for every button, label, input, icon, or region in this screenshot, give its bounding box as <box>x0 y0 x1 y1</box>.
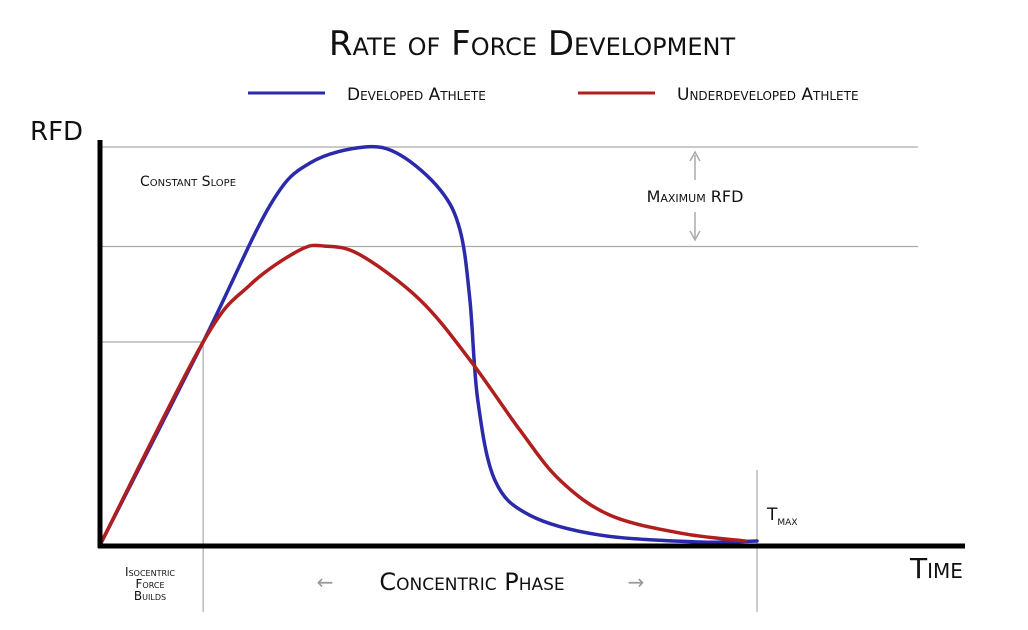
y-axis-label: RFD <box>30 117 83 147</box>
concentric-arrow-right: → <box>628 570 645 594</box>
maximum-rfd-annotation: Maximum RFD <box>647 150 744 242</box>
svg-text:Isocentric: Isocentric <box>125 565 175 579</box>
reference-lines <box>100 146 918 612</box>
svg-text:Force: Force <box>136 577 165 591</box>
curves <box>98 144 759 547</box>
underdeveloped-athlete-line <box>98 243 747 547</box>
constant-slope-label: Constant Slope <box>140 174 236 190</box>
legend-label-developed: Developed Athlete <box>347 85 486 105</box>
legend-label-underdeveloped: Underdeveloped Athlete <box>677 85 859 105</box>
svg-text:Builds: Builds <box>134 589 166 603</box>
maximum-rfd-label: Maximum RFD <box>647 187 744 206</box>
chart-title: Rate of Force Development <box>329 24 736 64</box>
concentric-arrow-left: ← <box>317 570 334 594</box>
legend: Developed Athlete Underdeveloped Athlete <box>248 85 859 105</box>
x-axis-label: Time <box>909 552 963 585</box>
t-max-label: Tmax <box>766 505 797 528</box>
concentric-phase-label: Concentric Phase <box>379 568 564 596</box>
developed-athlete-line <box>98 144 759 547</box>
isocentric-label: Isocentric Force Builds <box>125 565 175 603</box>
